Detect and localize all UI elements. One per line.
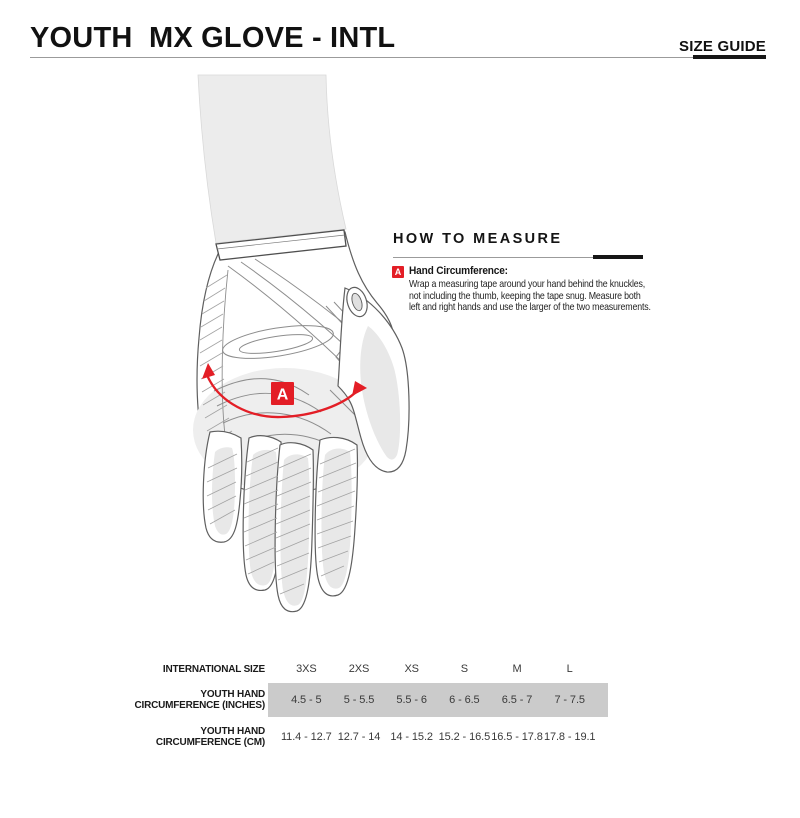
cm-cell: 12.7 - 14 <box>337 731 381 743</box>
marker-letter: A <box>277 387 289 404</box>
table-row-circumference-inches: YOUTH HAND CIRCUMFERENCE (INCHES) 4.5 - … <box>110 683 608 717</box>
measure-instruction-line-1: Wrap a measuring tape around your hand b… <box>409 278 646 290</box>
inches-cell: 7 - 7.5 <box>554 694 585 706</box>
measuring-tape-arc <box>202 363 367 419</box>
tape-arrow-right <box>352 381 367 396</box>
inches-cell: 6.5 - 7 <box>501 694 533 706</box>
inches-cell: 6 - 6.5 <box>449 694 480 706</box>
thumb-shape <box>337 287 410 473</box>
how-to-measure-rule <box>393 257 593 258</box>
tape-arrow-left <box>202 363 215 379</box>
cm-cell: 11.4 - 12.7 <box>280 731 332 743</box>
size-cell: XS <box>404 663 419 675</box>
size-guide-label: SIZE GUIDE <box>678 38 766 55</box>
header-rule-accent <box>693 55 766 59</box>
inches-cell: 5.5 - 6 <box>396 694 427 706</box>
glove-illustration: A <box>193 74 410 613</box>
measure-instruction-line-3: left and right hands and use the larger … <box>409 301 651 313</box>
inches-cell: 4.5 - 5 <box>291 694 322 706</box>
table-row-international-size: INTERNATIONAL SIZE 3XS 2XS XS S M L <box>110 655 608 683</box>
circumference-inches-values: 4.5 - 5 5 - 5.5 5.5 - 6 6 - 6.5 6.5 - 7 … <box>268 683 608 717</box>
row-label-international-size: INTERNATIONAL SIZE <box>162 662 265 675</box>
how-to-measure-title: HOW TO MEASURE <box>393 231 563 247</box>
measure-instruction-line-2: not including the thumb, keeping the tap… <box>409 289 641 302</box>
cm-cell: 17.8 - 19.1 <box>543 731 596 743</box>
size-cell: M <box>512 663 522 675</box>
how-to-measure-rule-accent <box>593 255 643 259</box>
note-body: Hand Circumference: Wrap a measuring tap… <box>409 265 697 314</box>
cm-cell: 16.5 - 17.8 <box>491 731 543 743</box>
forearm-shape <box>197 74 347 244</box>
table-row-circumference-cm: YOUTH HAND CIRCUMFERENCE (CM) 11.4 - 12.… <box>110 717 608 757</box>
page-title: YOUTH MX GLOVE - INTL <box>30 22 396 54</box>
row-label-circumference-inches: YOUTH HAND CIRCUMFERENCE (INCHES) <box>134 688 266 711</box>
circumference-marker-badge: A <box>271 382 294 405</box>
size-table: INTERNATIONAL SIZE 3XS 2XS XS S M L YOUT… <box>110 655 608 757</box>
hand-circumference-marker-icon: A <box>392 266 404 278</box>
international-size-values: 3XS 2XS XS S M L <box>268 655 608 683</box>
size-cell: S <box>460 663 468 675</box>
fingers <box>202 430 358 613</box>
row-label-circumference-cm: YOUTH HAND CIRCUMFERENCE (CM) <box>155 725 265 748</box>
size-cell: L <box>566 663 573 675</box>
inches-cell: 5 - 5.5 <box>343 694 375 706</box>
hand-circumference-label: Hand Circumference: <box>409 265 508 277</box>
header-rule <box>30 57 693 58</box>
measure-instructions: Wrap a measuring tape around your hand b… <box>409 278 651 314</box>
cm-cell: 14 - 15.2 <box>390 731 433 743</box>
cm-cell: 15.2 - 16.5 <box>438 731 491 743</box>
finger-hatching <box>206 447 357 595</box>
circumference-cm-values: 11.4 - 12.7 12.7 - 14 14 - 15.2 15.2 - 1… <box>268 717 608 757</box>
hand-circumference-note: A Hand Circumference: Wrap a measuring t… <box>392 265 682 314</box>
size-cell: 2XS <box>348 663 370 675</box>
size-cell: 3XS <box>296 663 317 675</box>
cuff-shape <box>215 229 368 318</box>
